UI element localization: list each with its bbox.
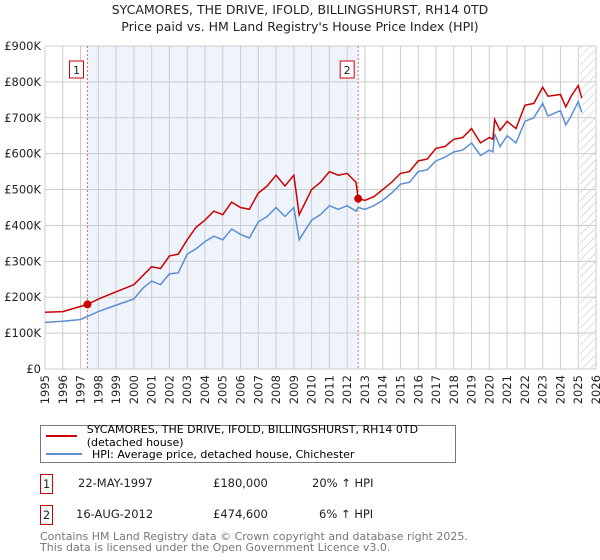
y-tick-label: £700K — [4, 111, 41, 125]
property-price-line — [44, 83, 583, 314]
x-tick-label: 2007 — [251, 375, 265, 404]
legend: SYCAMORES, THE DRIVE, IFOLD, BILLINGSHUR… — [40, 423, 456, 463]
price-chart: 1995 1996 1997 1998 1999 2000 2001 2002 2003 2004… — [4, 39, 600, 404]
y-tick-label: £100K — [4, 326, 41, 340]
x-tick-label: 1999 — [109, 375, 123, 404]
x-tick-label: 1997 — [74, 375, 88, 404]
transaction-number: 1 — [40, 474, 53, 494]
x-tick-label: 2001 — [145, 375, 159, 404]
sale-point — [354, 194, 363, 203]
x-tick-label: 2025 — [571, 375, 585, 404]
y-tick-label: £600K — [4, 147, 41, 161]
forecast-hatch — [580, 46, 596, 369]
transaction-price: £180,000 — [213, 476, 268, 490]
x-tick-label: 2017 — [429, 375, 443, 404]
transaction-date: 16-AUG-2012 — [76, 507, 154, 521]
legend-label: HPI: Average price, detached house, Chic… — [92, 447, 355, 461]
x-tick-label: 2016 — [411, 375, 425, 404]
x-tick-label: 2020 — [482, 375, 496, 404]
legend-swatch-red — [46, 435, 77, 437]
x-tick-label: 2002 — [162, 375, 176, 404]
chart-title: SYCAMORES, THE DRIVE, IFOLD, BILLINGSHUR… — [111, 2, 489, 17]
y-tick-label: £800K — [4, 75, 41, 89]
x-tick-label: 2004 — [198, 375, 212, 404]
legend-label: SYCAMORES, THE DRIVE, IFOLD, BILLINGSHUR… — [86, 423, 419, 449]
legend-item-hpi: HPI: Average price, detached house, Chic… — [46, 445, 354, 463]
x-tick-label: 2015 — [393, 375, 407, 404]
x-tick-label: 2024 — [553, 375, 567, 404]
chart-subtitle: Price paid vs. HM Land Registry's House … — [121, 19, 479, 34]
x-tick-label: 2022 — [518, 375, 532, 404]
y-tick-label: £200K — [4, 290, 41, 304]
y-tick-label: £0 — [26, 362, 41, 376]
x-tick-label: 2009 — [287, 375, 301, 404]
footer-copyright: Contains HM Land Registry data © Crown c… — [40, 530, 468, 543]
transaction-price: £474,600 — [213, 507, 268, 521]
y-tick-label: £300K — [4, 254, 41, 268]
x-tick-label: 2019 — [465, 375, 479, 404]
x-tick-label: 2012 — [340, 375, 354, 404]
x-tick-label: 2005 — [216, 375, 230, 404]
sale-label-box — [339, 60, 355, 79]
transaction-number: 2 — [40, 505, 53, 525]
x-tick-label: 1995 — [38, 375, 52, 404]
x-tick-label: 1998 — [91, 375, 105, 404]
x-tick-label: 2008 — [269, 375, 283, 404]
legend-swatch-blue — [46, 453, 82, 455]
plot-border — [44, 45, 597, 370]
x-tick-label: 1996 — [56, 375, 70, 404]
x-tick-label: 2021 — [500, 375, 514, 404]
transaction-hpi: 20% ↑ HPI — [312, 476, 374, 490]
x-tick-label: 2003 — [180, 375, 194, 404]
hpi-line — [44, 99, 583, 324]
sale-label: 2 — [344, 64, 351, 77]
x-tick-label: 2014 — [376, 375, 390, 404]
legend-item-property: SYCAMORES, THE DRIVE, IFOLD, BILLINGSHUR… — [46, 423, 455, 449]
sale-point — [83, 300, 92, 309]
x-tick-label: 2010 — [305, 375, 319, 404]
x-tick-label: 2013 — [358, 375, 372, 404]
sale-label-box — [68, 60, 84, 79]
transaction-date: 22-MAY-1997 — [78, 476, 153, 490]
x-tick-label: 2026 — [589, 375, 600, 404]
y-tick-label: £500K — [4, 183, 41, 197]
x-tick-label: 2006 — [234, 375, 248, 404]
x-tick-label: 2023 — [536, 375, 550, 404]
x-tick-label: 2000 — [127, 375, 141, 404]
transaction-hpi: 6% ↑ HPI — [319, 507, 374, 521]
footer-licence: This data is licensed under the Open Gov… — [40, 541, 391, 554]
x-tick-label: 2011 — [322, 375, 336, 404]
x-tick-label: 2018 — [447, 375, 461, 404]
sale-label: 1 — [73, 64, 80, 77]
y-tick-label: £900K — [4, 39, 41, 53]
y-tick-label: £400K — [4, 218, 41, 232]
